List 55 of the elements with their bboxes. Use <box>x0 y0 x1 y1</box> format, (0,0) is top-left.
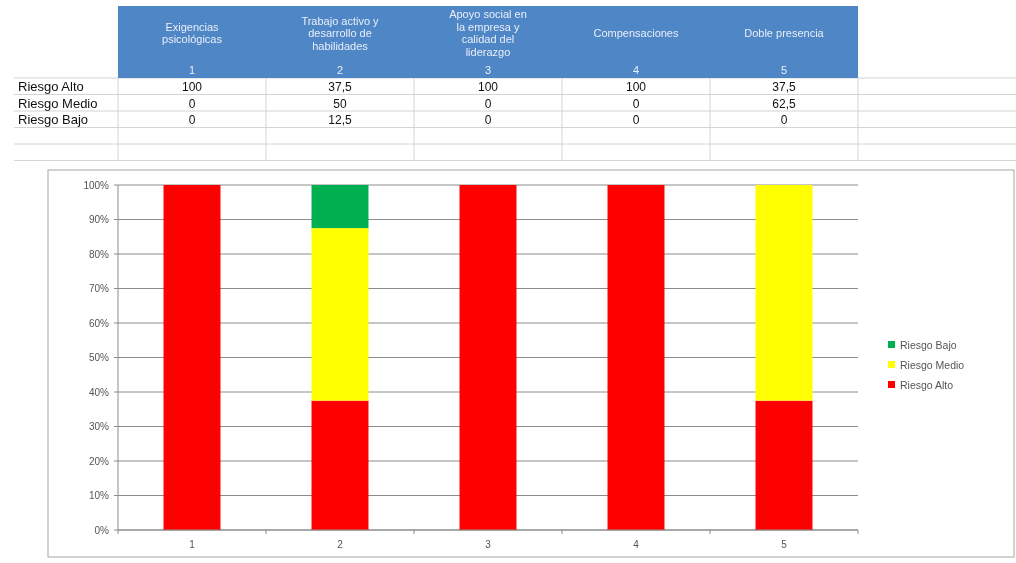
y-tick-label: 50% <box>88 352 110 363</box>
text: Riesgo Alto <box>18 79 84 94</box>
bar <box>311 185 369 229</box>
y-tick-label: 60% <box>88 317 110 329</box>
x-tick-label: 3 <box>485 539 492 550</box>
y-tick-label: 70% <box>88 283 110 294</box>
x-tick-label: 4 <box>633 539 640 550</box>
data-label: 0 <box>484 113 492 127</box>
text: Apoyo social en la empresa y calidad del liderazgo <box>449 8 527 58</box>
y-tick-label: 0% <box>94 524 110 536</box>
category-label: 1 <box>188 64 196 76</box>
data-label: 0 <box>188 113 196 127</box>
x-tick-label: 2 <box>337 539 344 550</box>
bar <box>755 185 813 401</box>
data-label: 0 <box>780 113 788 127</box>
y-tick-label: 40% <box>88 386 110 398</box>
x-tick-label: 1 <box>189 539 196 550</box>
data-label: 0 <box>632 113 640 127</box>
data-label: 37,5 <box>328 80 352 94</box>
text: Exigencias psicológicas <box>162 20 223 46</box>
bar <box>311 400 369 530</box>
text: Riesgo Medio <box>18 95 98 111</box>
legend-label: Riesgo Medio <box>900 358 965 371</box>
x-tick-label: 5 <box>781 539 788 550</box>
data-label: 37,5 <box>772 80 796 94</box>
text: Doble presencia <box>744 27 825 39</box>
data-label: 100 <box>477 80 499 94</box>
bar <box>607 185 665 530</box>
data-label: 12,5 <box>328 113 352 127</box>
text: Compensaciones <box>593 27 679 39</box>
bar <box>755 400 813 530</box>
y-tick-label: 90% <box>88 214 110 225</box>
text: Riesgo Bajo <box>18 112 89 127</box>
data-label: 0 <box>484 96 492 111</box>
data-label: 100 <box>181 80 203 94</box>
y-tick-label: 10% <box>88 490 110 501</box>
category-label: 5 <box>780 64 788 76</box>
y-tick-label: 30% <box>88 421 110 432</box>
category-label: 2 <box>336 64 344 76</box>
bar <box>163 185 221 530</box>
data-label: 50 <box>333 96 347 111</box>
data-label: 100 <box>625 80 647 94</box>
data-label: 62,5 <box>772 96 796 111</box>
bar <box>459 185 517 530</box>
y-tick-label: 20% <box>88 455 110 467</box>
bar <box>311 228 369 401</box>
data-label: 0 <box>632 96 640 111</box>
legend-label: Riesgo Bajo <box>900 338 957 351</box>
category-label: 4 <box>632 64 640 76</box>
text: Trabajo activo y desarrollo de habilidades <box>301 14 380 52</box>
legend-label: Riesgo Alto <box>900 378 954 391</box>
y-tick-label: 80% <box>88 248 110 260</box>
data-label: 0 <box>188 96 196 111</box>
category-label: 3 <box>484 64 492 76</box>
y-tick-label: 100% <box>83 179 110 191</box>
